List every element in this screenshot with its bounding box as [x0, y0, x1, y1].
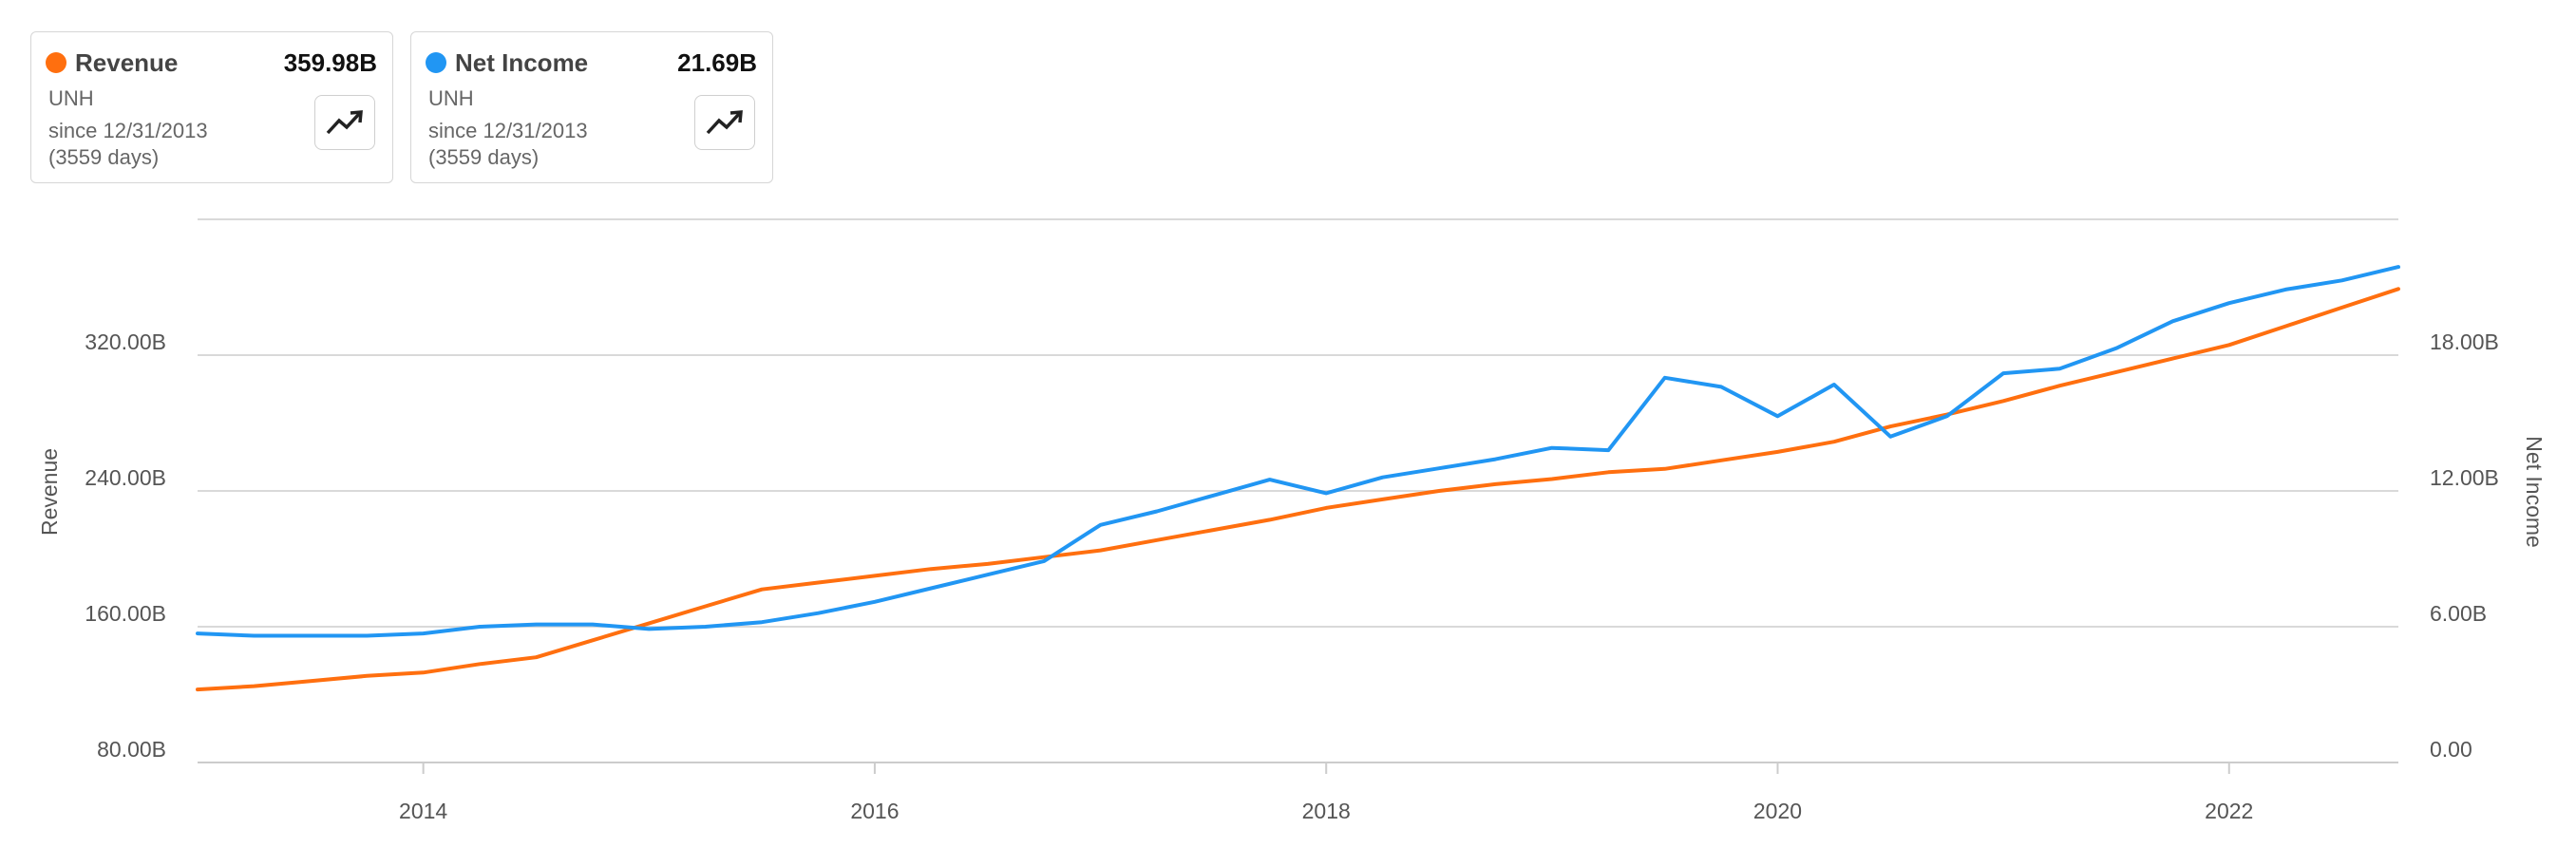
y-right-tick-label: 12.00B: [2430, 465, 2499, 490]
net-income-since-date: since 12/31/2013: [428, 119, 588, 142]
x-tick-label: 2016: [850, 799, 899, 823]
revenue-trend-button[interactable]: [314, 95, 375, 150]
net-income-ticker: UNH: [428, 86, 474, 110]
y-left-tick-label: 240.00B: [85, 465, 166, 490]
net-income-since: since 12/31/2013 (3559 days): [428, 118, 588, 171]
y-right-tick-label: 18.00B: [2430, 329, 2499, 354]
x-tick-label: 2018: [1302, 799, 1351, 823]
series-line-revenue: [196, 287, 2400, 692]
net-income-dot: [426, 52, 446, 73]
y-left-axis-title: Revenue: [37, 448, 62, 536]
net-income-name: Net Income: [455, 48, 589, 77]
net-income-since-days: (3559 days): [428, 145, 540, 169]
x-tick-label: 2020: [1753, 799, 1802, 823]
revenue-dot: [46, 52, 66, 73]
y-left-tick-label: 320.00B: [85, 329, 166, 354]
y-left-tick-label: 160.00B: [85, 601, 166, 626]
revenue-since-date: since 12/31/2013: [48, 119, 208, 142]
revenue-name: Revenue: [75, 48, 179, 77]
revenue-value: 359.98B: [283, 48, 377, 77]
revenue-since: since 12/31/2013 (3559 days): [48, 118, 208, 171]
net-income-trend-button[interactable]: [694, 95, 755, 150]
revenue-since-days: (3559 days): [48, 145, 160, 169]
net-income-card: Net Income 21.69B UNH since 12/31/2013 (…: [410, 31, 773, 183]
y-right-tick-label: 0.00: [2430, 737, 2472, 762]
net-income-value: 21.69B: [677, 48, 757, 77]
revenue-ticker: UNH: [48, 86, 94, 110]
x-tick-label: 2014: [399, 799, 447, 823]
trend-up-icon: [326, 110, 363, 135]
series-line-net-income: [196, 265, 2400, 638]
y-right-axis-title: Net Income: [2522, 436, 2547, 548]
trend-up-icon: [706, 110, 743, 135]
y-right-tick-label: 6.00B: [2430, 601, 2487, 626]
y-left-tick-label: 80.00B: [97, 737, 166, 762]
revenue-card: Revenue 359.98B UNH since 12/31/2013 (35…: [30, 31, 393, 183]
x-tick-label: 2022: [2205, 799, 2253, 823]
